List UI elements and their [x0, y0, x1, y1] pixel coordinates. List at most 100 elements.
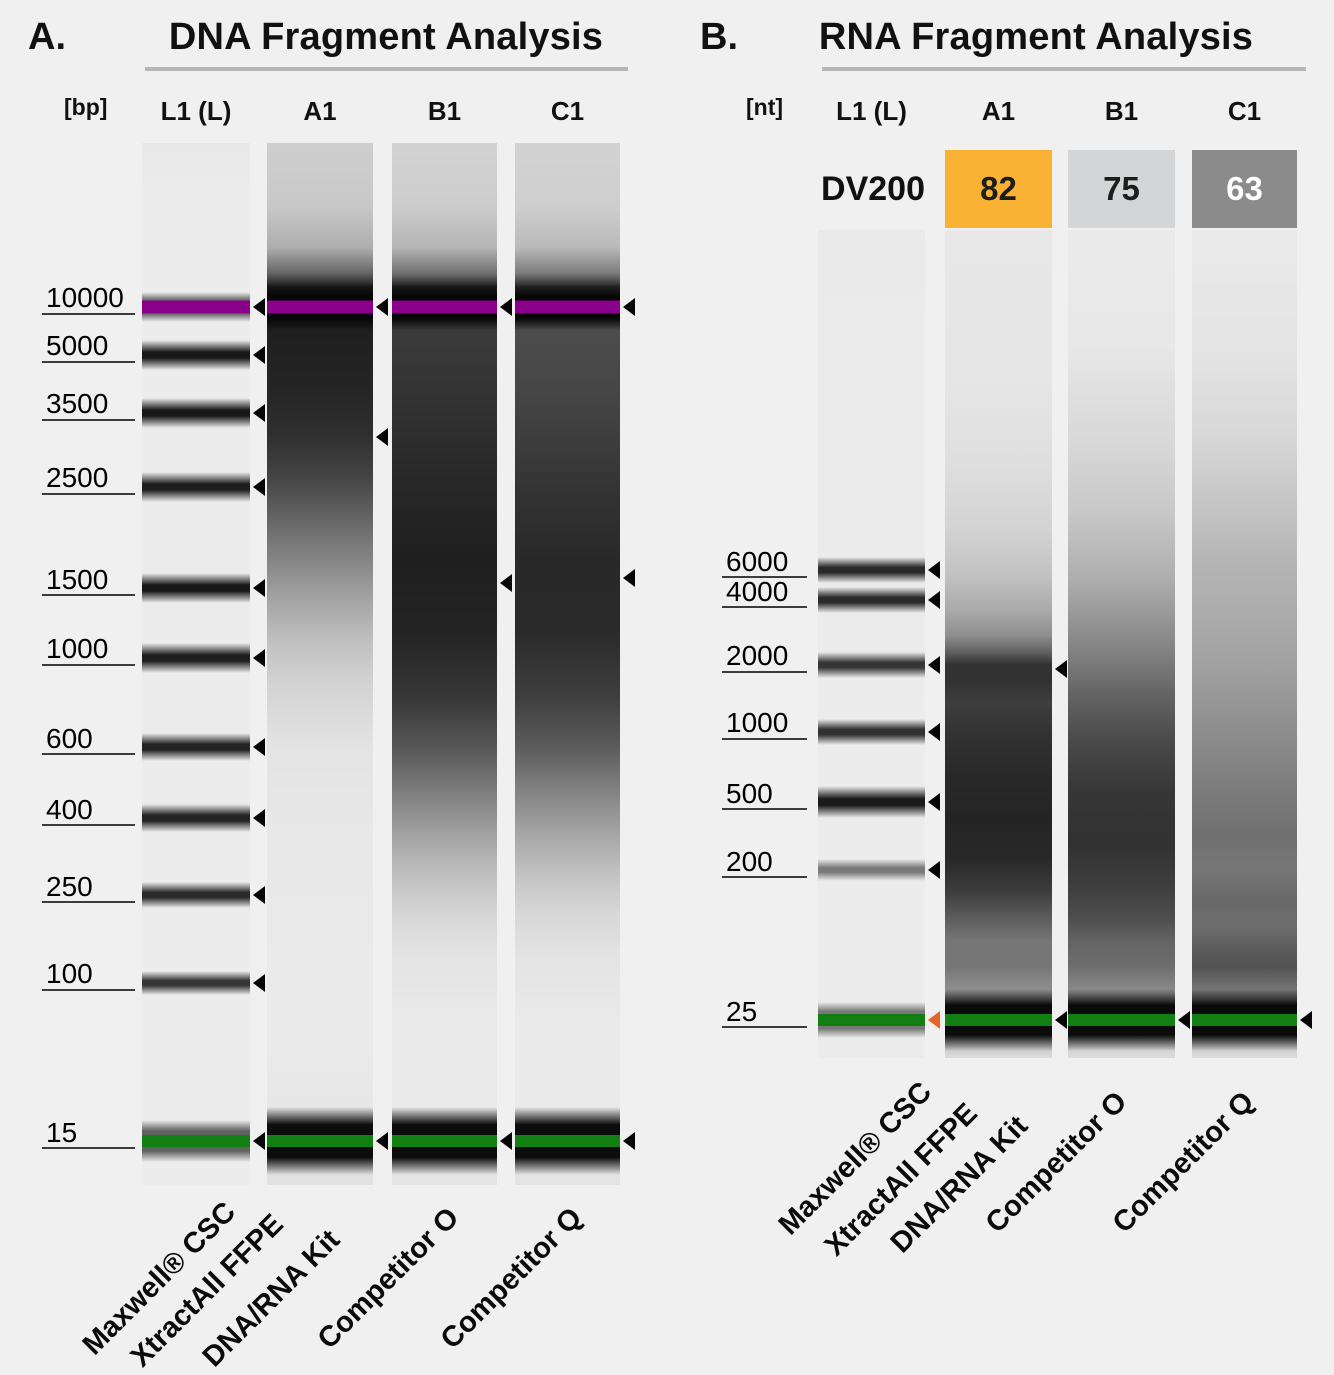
band-pointer-icon	[253, 886, 265, 905]
band-pointer-icon	[928, 561, 940, 580]
ladder-value-2000: 2000	[722, 635, 807, 673]
column-header-c1: C1	[550, 96, 585, 126]
band-pointer-icon	[500, 1132, 512, 1151]
ladder-value-10000: 10000	[42, 277, 135, 315]
dv200-cell: 75	[1068, 150, 1175, 228]
lower-marker-band	[392, 1107, 497, 1176]
column-header-a1: A1	[303, 96, 337, 126]
lower-marker-band	[1192, 988, 1297, 1051]
ladder-value-500: 500	[722, 772, 807, 811]
ladder-band	[142, 882, 250, 909]
ladder-band	[142, 397, 250, 428]
band-pointer-icon	[253, 648, 265, 667]
column-header-b1: B1	[1104, 96, 1139, 126]
ladder-value-400: 400	[42, 788, 135, 827]
band-pointer-icon	[1178, 1010, 1190, 1029]
green-marker-line	[142, 1135, 250, 1148]
band-pointer-icon	[1055, 659, 1067, 678]
gel-lane-c1	[1192, 230, 1297, 1058]
ladder-band	[818, 859, 925, 882]
upper-marker-band	[515, 283, 620, 330]
gel-lane-a1	[945, 230, 1052, 1058]
band-pointer-icon	[928, 793, 940, 812]
band-pointer-icon	[623, 297, 635, 316]
gel-lane-c1	[515, 143, 620, 1185]
band-pointer-icon	[253, 738, 265, 757]
column-header-l1l: L1 (L)	[160, 96, 232, 126]
ladder-value-200: 200	[722, 840, 807, 879]
band-pointer-icon	[376, 297, 388, 316]
panel-b-unit-label: [nt]	[746, 94, 784, 120]
band-pointer-icon	[253, 578, 265, 597]
gel-lane-b1	[392, 143, 497, 1185]
ladder-band	[818, 651, 925, 678]
ladder-value-2500: 2500	[42, 457, 135, 495]
dv200-cell: 63	[1192, 150, 1297, 228]
lower-marker-band	[267, 1107, 373, 1176]
dv200-cell: 82	[945, 150, 1052, 228]
ladder-value-3500: 3500	[42, 383, 135, 421]
lower-marker-band	[142, 1120, 250, 1163]
band-pointer-icon	[1300, 1010, 1312, 1029]
ladder-value-5000: 5000	[42, 325, 135, 363]
green-marker-line	[392, 1135, 497, 1148]
ladder-band	[142, 339, 250, 370]
band-pointer-icon	[623, 1132, 635, 1151]
gel-lane-a1	[267, 143, 373, 1185]
band-pointer-icon	[253, 297, 265, 316]
ladder-value-600: 600	[42, 717, 135, 756]
band-pointer-icon	[928, 655, 940, 674]
panel-a-unit-label: [bp]	[64, 94, 108, 120]
ladder-value-100: 100	[42, 953, 135, 991]
band-pointer-icon	[623, 568, 635, 587]
panel-a-title: DNA Fragment Analysis	[168, 16, 604, 58]
column-header-l1l: L1 (L)	[836, 96, 907, 126]
purple-marker-line	[142, 300, 250, 314]
ladder-value-1000: 1000	[722, 702, 807, 740]
lower-marker-band	[1068, 988, 1175, 1051]
gel-lane-l1l	[142, 143, 250, 1185]
gel-lane-l1l	[818, 230, 925, 1058]
band-pointer-icon	[253, 809, 265, 828]
lower-marker-band	[945, 988, 1052, 1051]
gel-lane-b1	[1068, 230, 1175, 1058]
ladder-band	[142, 733, 250, 762]
band-pointer-icon	[928, 722, 940, 741]
upper-marker-band	[267, 283, 373, 330]
ladder-band	[142, 804, 250, 833]
band-pointer-icon	[928, 591, 940, 610]
ladder-value-1000: 1000	[42, 628, 135, 666]
lower-marker-band	[515, 1107, 620, 1176]
purple-marker-line	[267, 300, 373, 314]
ladder-value-4000: 4000	[722, 570, 807, 609]
ladder-band	[142, 970, 250, 995]
purple-marker-line	[392, 300, 497, 314]
band-pointer-icon	[253, 403, 265, 422]
ladder-value-6000: 6000	[722, 540, 807, 579]
ladder-value-25: 25	[722, 990, 807, 1028]
upper-marker-band	[392, 283, 497, 330]
band-pointer-icon	[376, 1132, 388, 1151]
column-header-c1: C1	[1227, 96, 1262, 126]
ladder-value-15: 15	[42, 1111, 135, 1150]
upper-marker-band	[142, 291, 250, 322]
band-pointer-icon	[928, 1010, 940, 1029]
green-marker-line	[1068, 1013, 1175, 1026]
band-pointer-icon	[376, 427, 388, 446]
ladder-band	[818, 557, 925, 584]
panel-b-tag: B.	[700, 16, 738, 58]
band-pointer-icon	[253, 1132, 265, 1151]
ladder-value-250: 250	[42, 865, 135, 904]
ladder-band	[818, 587, 925, 614]
green-marker-line	[267, 1135, 373, 1148]
ladder-band	[142, 642, 250, 673]
green-marker-line	[515, 1135, 620, 1148]
purple-marker-line	[515, 300, 620, 314]
band-pointer-icon	[500, 573, 512, 592]
band-pointer-icon	[1055, 1010, 1067, 1029]
green-marker-line	[818, 1013, 925, 1026]
panel-a-title-rule	[145, 67, 628, 71]
band-pointer-icon	[253, 477, 265, 496]
ladder-band	[818, 718, 925, 745]
